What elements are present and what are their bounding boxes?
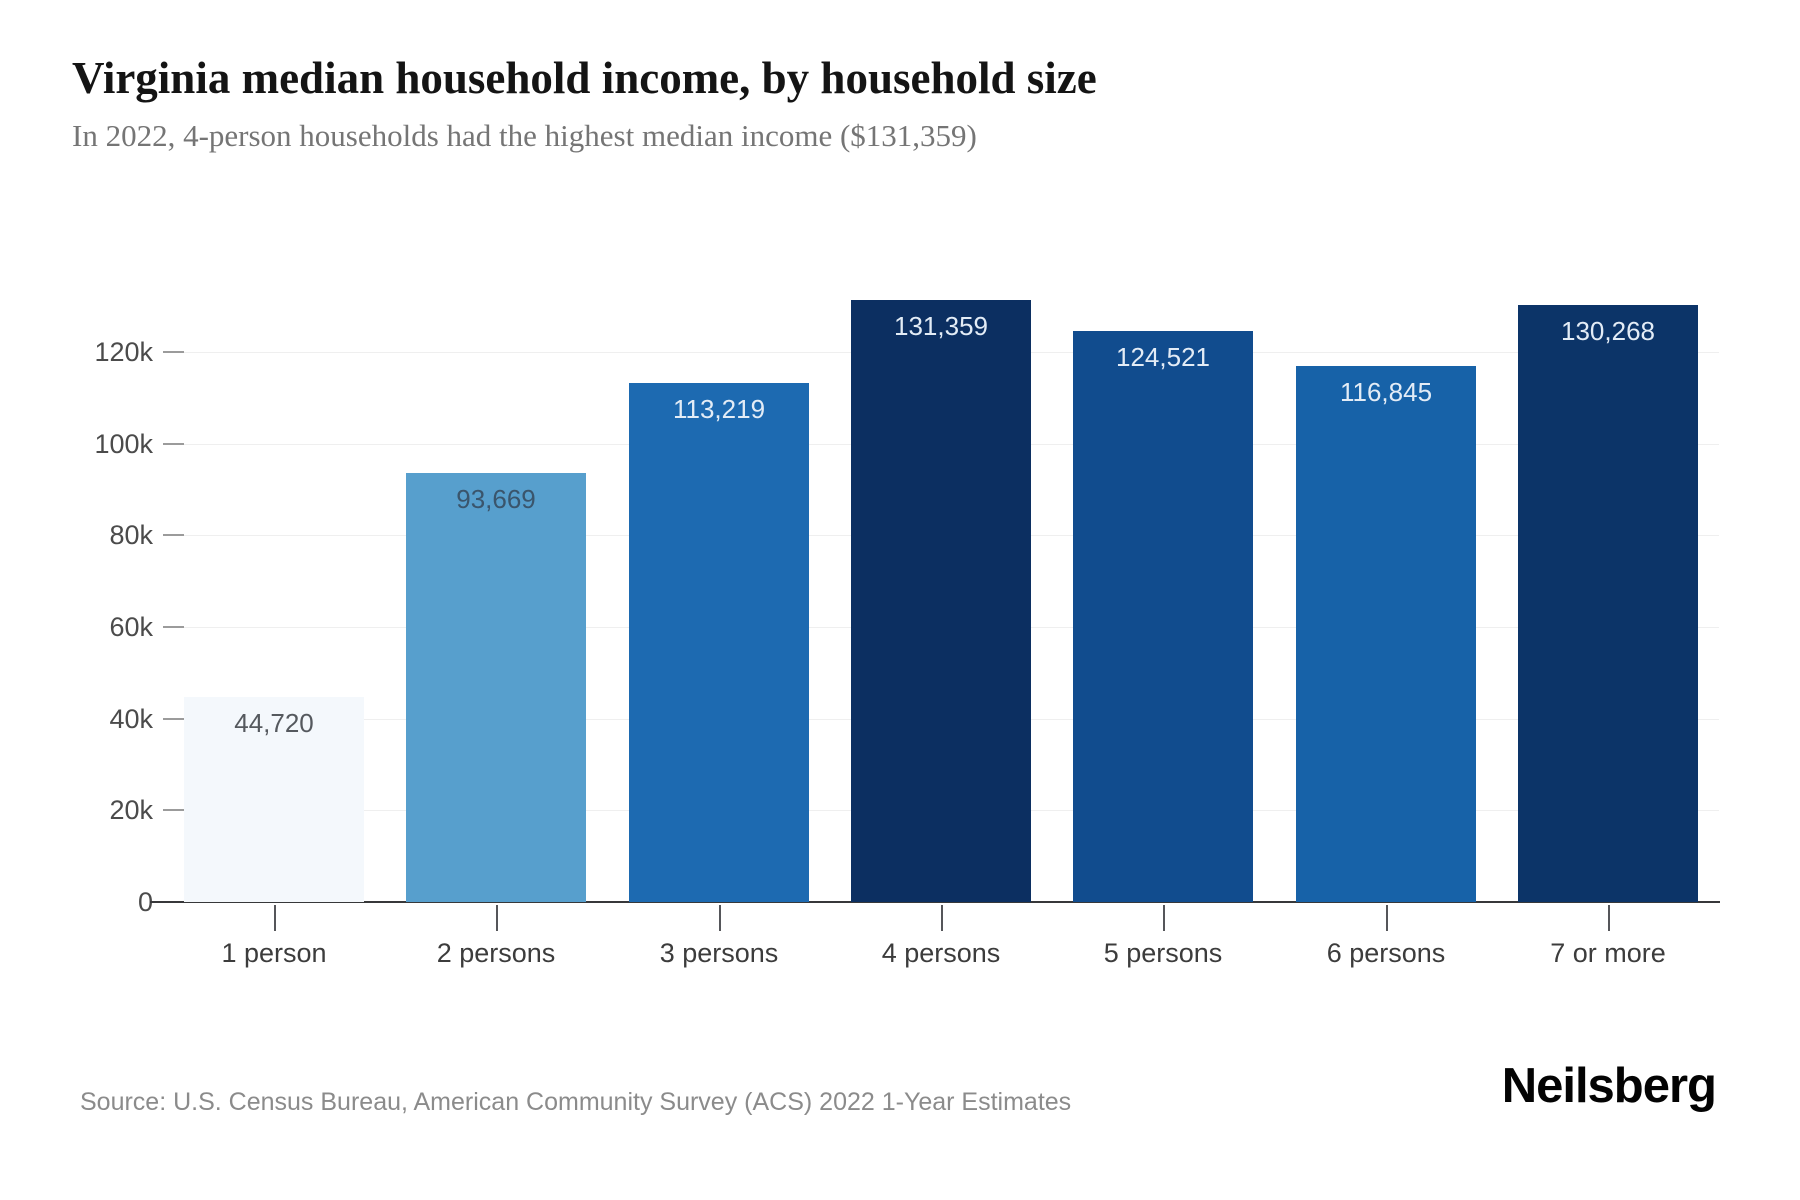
source-text: Source: U.S. Census Bureau, American Com… xyxy=(80,1088,1072,1116)
x-axis-tick xyxy=(496,905,498,931)
bar[interactable] xyxy=(851,300,1031,902)
bar[interactable] xyxy=(1518,305,1698,902)
y-axis-label: 100k xyxy=(94,428,153,459)
y-axis-label: 60k xyxy=(109,612,153,642)
bar[interactable] xyxy=(184,697,364,902)
y-tick-mark xyxy=(163,534,184,537)
bar-value-label: 113,219 xyxy=(672,394,766,424)
bar[interactable] xyxy=(406,473,586,902)
y-tick-mark xyxy=(163,626,184,628)
y-axis-label: 120k xyxy=(94,337,153,367)
bar-value-label: 131,359 xyxy=(894,311,988,341)
x-axis-label: 7 or more xyxy=(1550,938,1666,968)
brand-logo: Neilsberg xyxy=(1501,1059,1717,1113)
x-axis-tick xyxy=(1163,905,1165,931)
bar[interactable] xyxy=(629,383,809,902)
bar[interactable] xyxy=(1296,366,1476,902)
x-axis-tick xyxy=(1386,905,1388,931)
x-axis-tick xyxy=(941,905,943,931)
y-axis-label: 40k xyxy=(109,703,153,734)
x-axis-label: 6 persons xyxy=(1326,938,1446,968)
x-axis-label: 3 persons xyxy=(659,938,779,968)
x-axis-label: 1 person xyxy=(221,938,327,968)
bar-value-label: 93,669 xyxy=(456,484,536,514)
x-axis-label: 4 persons xyxy=(881,938,1001,968)
x-axis-tick xyxy=(719,905,721,931)
y-tick-mark xyxy=(163,351,184,353)
bar-value-label: 44,720 xyxy=(234,708,314,738)
y-axis-label: 20k xyxy=(109,795,153,826)
x-axis-label: 2 persons xyxy=(436,938,556,968)
bar[interactable] xyxy=(1073,331,1253,902)
x-axis-tick xyxy=(1608,905,1610,931)
x-axis-line xyxy=(150,901,1720,903)
chart-title: Virginia median household income, by hou… xyxy=(72,53,1097,103)
bar-value-label: 124,521 xyxy=(1116,342,1210,372)
chart-subtitle: In 2022, 4-person households had the hig… xyxy=(72,118,977,153)
x-axis-label: 5 persons xyxy=(1103,938,1223,968)
bar-value-label: 116,845 xyxy=(1339,377,1433,407)
y-tick-mark xyxy=(163,442,184,445)
y-axis-label: 80k xyxy=(109,520,153,551)
x-axis-tick xyxy=(274,905,276,931)
y-axis-label: 0 xyxy=(137,887,153,917)
bar-value-label: 130,268 xyxy=(1561,316,1655,346)
y-tick-mark xyxy=(163,717,184,720)
y-tick-mark xyxy=(163,809,184,812)
